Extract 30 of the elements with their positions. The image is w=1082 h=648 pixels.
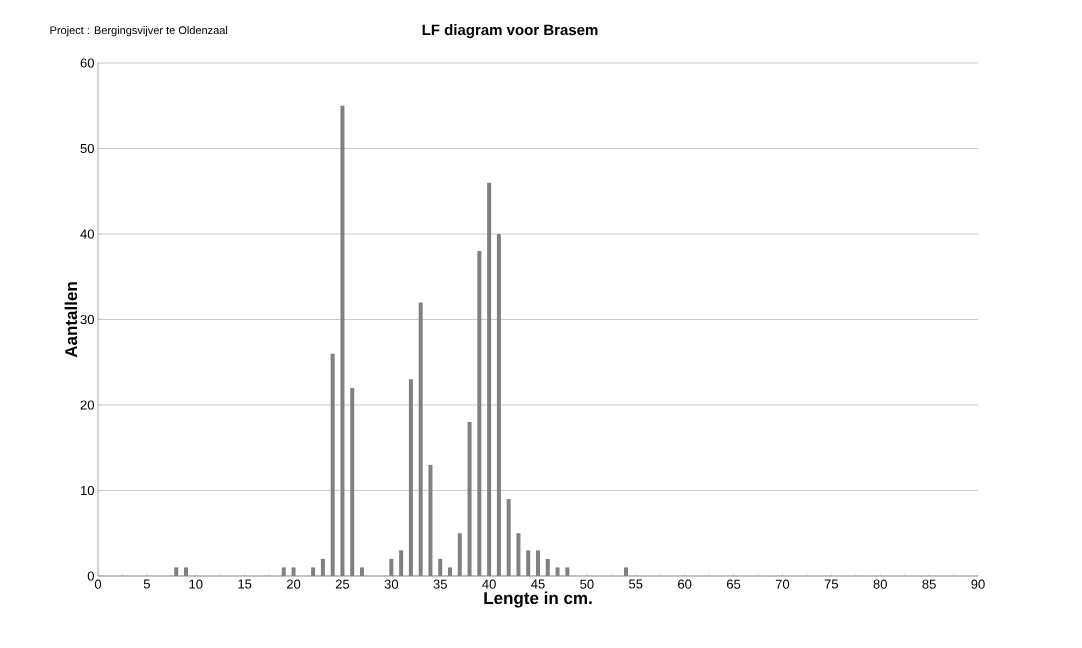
y-axis-title: Aantallen xyxy=(64,282,78,358)
x-tick-label: 55 xyxy=(629,579,643,589)
y-tick-label: 40 xyxy=(80,229,94,239)
x-tick-label: 75 xyxy=(824,579,839,589)
x-tick-label: 15 xyxy=(238,579,252,589)
x-tick-label: 80 xyxy=(873,579,887,589)
x-tick-label: 85 xyxy=(922,579,936,589)
y-tick-label: 50 xyxy=(80,143,94,154)
x-tick-label: 65 xyxy=(726,579,741,589)
y-tick-label: 60 xyxy=(80,58,94,68)
x-tick-label: 40 xyxy=(482,579,496,589)
x-axis-title: Lengte in cm. xyxy=(484,591,592,608)
x-tick-label: 45 xyxy=(531,579,545,589)
x-tick-label: 25 xyxy=(335,579,350,589)
y-tick-label: 0 xyxy=(87,571,94,581)
x-tick-label: 60 xyxy=(678,579,692,589)
x-tick-label: 50 xyxy=(580,579,594,589)
y-tick-label: 20 xyxy=(80,400,94,410)
x-tick-label: 5 xyxy=(143,579,150,589)
x-tick-label: 30 xyxy=(384,579,399,589)
x-tick-label: 20 xyxy=(286,579,301,589)
x-tick-label: 35 xyxy=(433,579,447,589)
x-tick-label: 0 xyxy=(94,579,102,589)
chart-title: LF diagram voor Brasem xyxy=(422,24,598,39)
x-tick-label: 10 xyxy=(189,579,203,589)
text: Project : Bergingsvijver te Oldenzaal xyxy=(50,26,228,37)
x-tick-label: 70 xyxy=(775,579,790,589)
x-tick-label: 90 xyxy=(971,579,985,589)
y-tick-label: 30 xyxy=(80,314,94,325)
y-tick-label: 10 xyxy=(81,485,94,496)
